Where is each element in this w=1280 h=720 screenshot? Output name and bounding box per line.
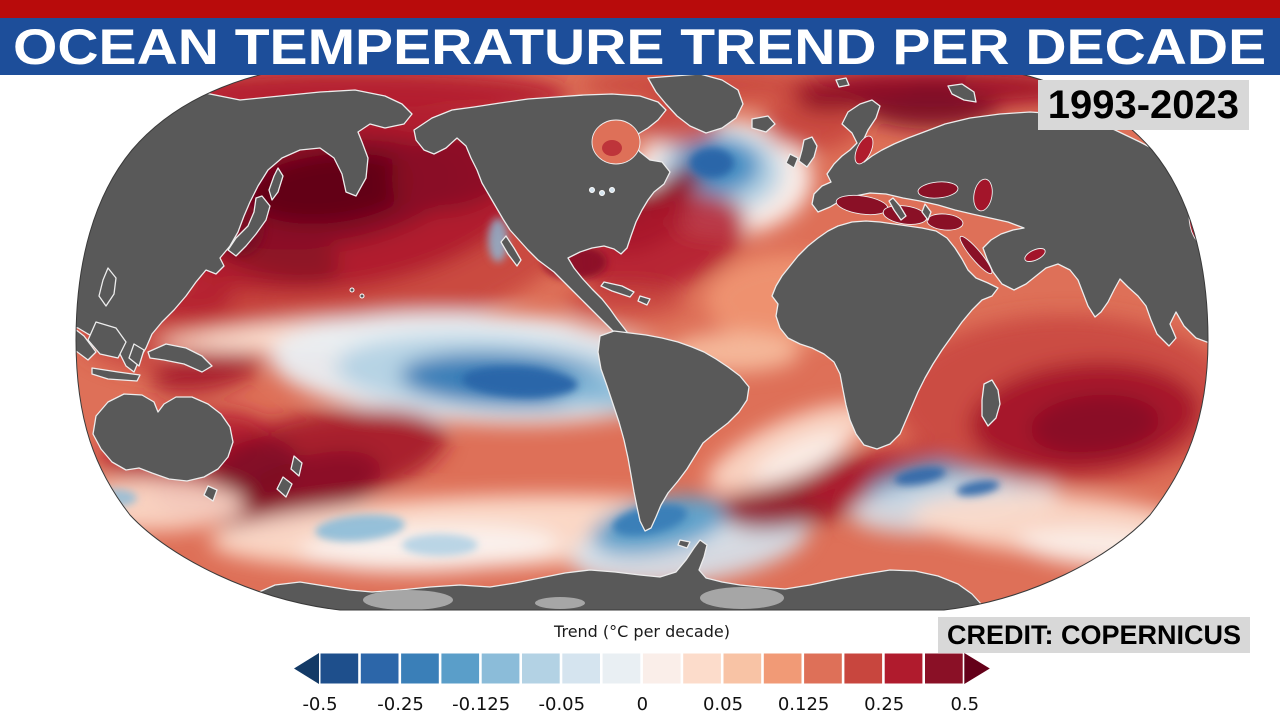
feature-south-atlantic-white — [751, 431, 849, 485]
great-lake-3 — [609, 187, 615, 193]
land-sulawesi — [128, 343, 145, 367]
land-antarctica-group — [227, 539, 989, 610]
land-java — [91, 367, 141, 382]
feature-north-atlantic-cold-blob-core — [690, 148, 734, 178]
feature-east-pacific-cool-core — [462, 366, 578, 398]
ross-ice-shelf — [363, 590, 453, 610]
land-new-zealand-north — [290, 455, 303, 477]
land-eurasia — [811, 99, 1208, 347]
land-new-zealand-south — [276, 476, 293, 498]
caspian-sea — [973, 178, 993, 212]
land-south-america — [597, 330, 750, 532]
feature-southern-ocean-cool-2 — [402, 534, 478, 556]
land-ireland — [785, 153, 799, 169]
feature-california-coast-cool-speck — [488, 218, 508, 262]
period-badge: 1993-2023 — [1037, 80, 1249, 130]
hawaii-island-1 — [349, 287, 355, 293]
credit-label: CREDIT: COPERNICUS — [946, 619, 1241, 650]
land-novaya-zemlya — [947, 83, 977, 103]
yellow-sea-pocket — [1188, 184, 1208, 246]
map-outline — [75, 61, 1209, 611]
land-japan — [227, 195, 271, 257]
land-philippines — [98, 267, 117, 307]
land-svalbard — [835, 77, 850, 88]
mediterranean-east — [926, 213, 964, 231]
feature-tasman-sea-warm — [210, 438, 300, 502]
land-borneo — [87, 321, 127, 359]
hawaii-island-2 — [359, 293, 365, 299]
land-iceland — [751, 115, 776, 133]
feature-indian-ocean-warm-core — [1030, 394, 1160, 456]
land-italy — [888, 197, 907, 221]
hudson-bay-warm-spot — [602, 140, 622, 156]
great-lake-2 — [599, 190, 605, 196]
persian-gulf — [1024, 248, 1046, 262]
feature-norwegian-maroon-streak — [797, 80, 907, 112]
feature-n-pacific-warm-core — [245, 152, 415, 224]
land-greece — [921, 203, 932, 221]
feature-agulhas-cool-core-2 — [956, 480, 1000, 496]
land-new-guinea — [147, 343, 213, 373]
baltic-sea — [854, 135, 874, 165]
feature-new-zealand-warm — [219, 451, 381, 539]
page-title: OCEAN TEMPERATURE TREND PER DECADE — [13, 18, 1267, 75]
feature-agulhas-cool-core-1 — [894, 466, 946, 486]
feature-kara-sea-warm — [965, 77, 1055, 103]
land-sumatra — [76, 321, 97, 361]
ronne-ice-shelf — [700, 587, 784, 609]
feature-southern-ocean-cool-1 — [315, 514, 405, 542]
land-africa — [771, 220, 999, 450]
feature-south-australia-pale — [76, 479, 245, 531]
credit-badge: CREDIT: COPERNICUS — [937, 617, 1250, 653]
land-falklands — [677, 539, 691, 549]
land-tasmania — [203, 485, 218, 502]
black-sea — [917, 181, 959, 199]
land-baja-california — [500, 235, 522, 267]
land-greenland — [647, 73, 744, 134]
top-red-bar — [0, 0, 1280, 18]
period-label: 1993-2023 — [1047, 82, 1239, 127]
land-britain — [798, 136, 818, 168]
title-banner: OCEAN TEMPERATURE TREND PER DECADE — [0, 18, 1280, 75]
feature-south-australia-cool — [93, 489, 137, 507]
land-australia — [92, 393, 234, 482]
land-madagascar — [981, 379, 1001, 427]
red-sea — [959, 235, 993, 275]
land-cuba — [600, 281, 635, 298]
land-hispaniola — [637, 295, 651, 306]
ice-shelf-small — [535, 597, 585, 609]
great-lake-1 — [589, 187, 595, 193]
land-sakhalin — [268, 167, 284, 201]
land-asia-east — [76, 89, 413, 373]
